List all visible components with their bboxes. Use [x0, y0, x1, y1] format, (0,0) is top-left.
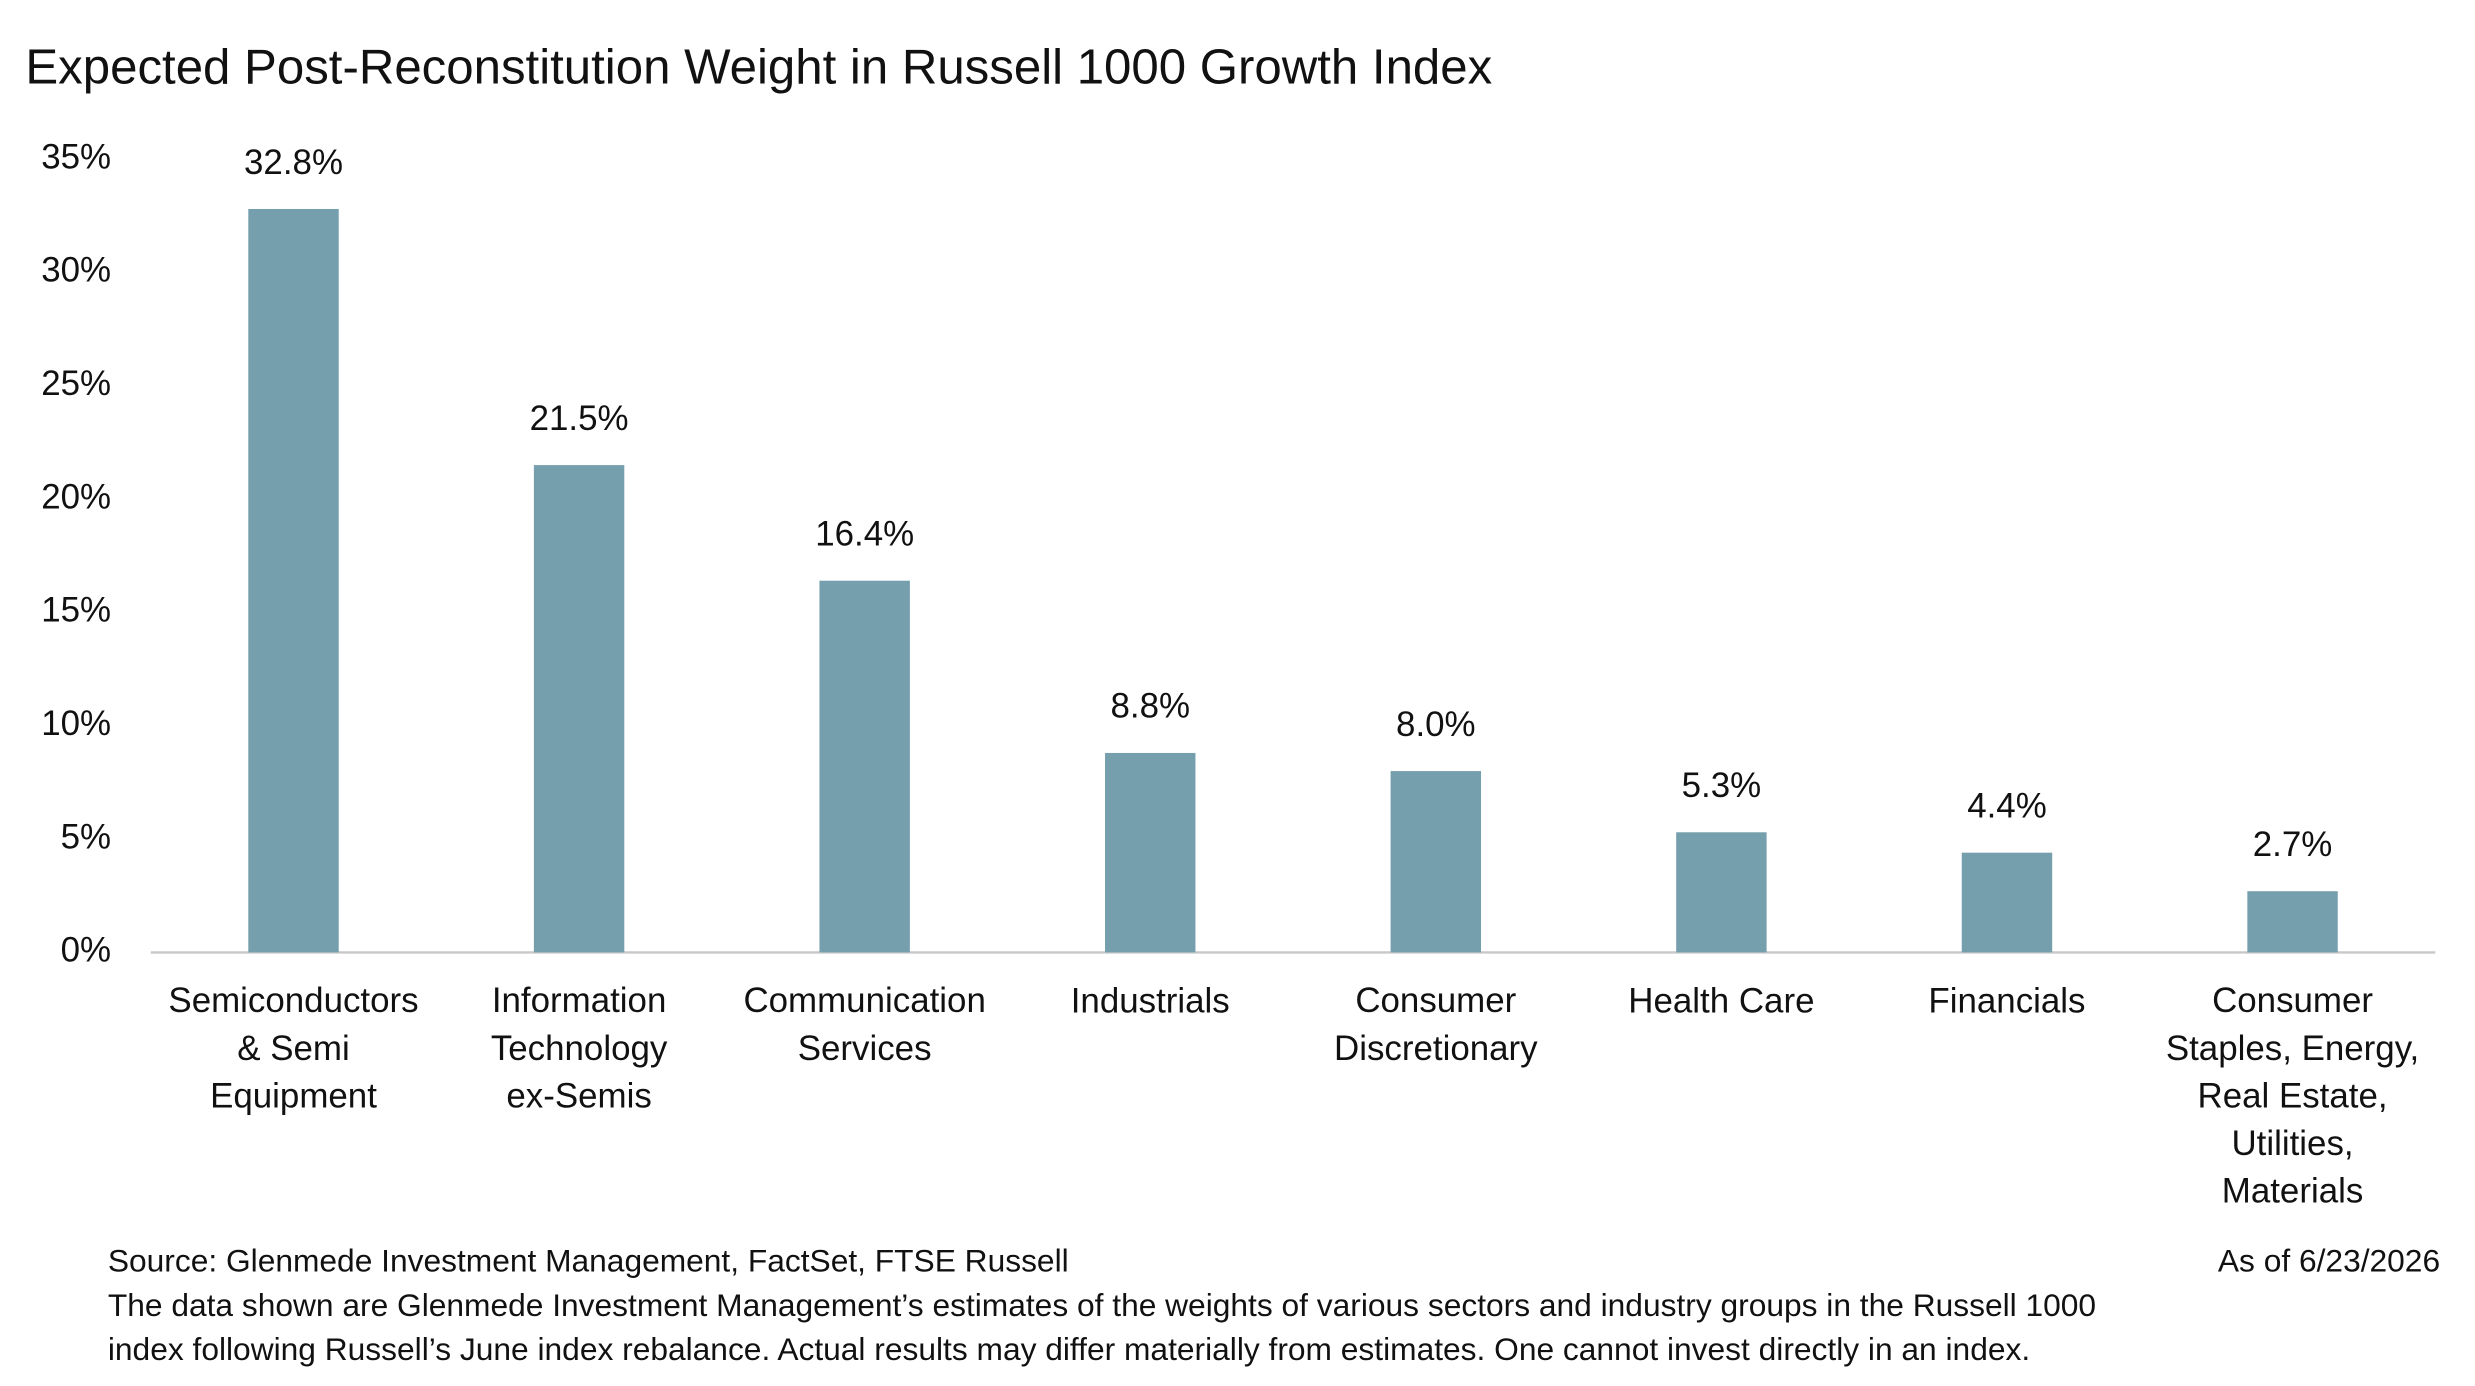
data-label: 2.7%	[2253, 825, 2333, 864]
y-tick-label: 15%	[41, 591, 111, 630]
data-label: 16.4%	[815, 514, 914, 553]
bar	[248, 208, 339, 953]
data-label: 5.3%	[1682, 766, 1762, 805]
y-tick-label: 20%	[41, 477, 111, 516]
data-label: 32.8%	[244, 143, 343, 182]
disclaimer: The data shown are Glenmede Investment M…	[108, 1287, 2096, 1367]
data-label: 8.0%	[1396, 705, 1476, 744]
source-note: Source: Glenmede Investment Management, …	[108, 1243, 1069, 1279]
bar	[533, 465, 625, 953]
y-tick-label: 10%	[41, 704, 111, 743]
bar	[1105, 752, 1196, 953]
chart-title: Expected Post-Reconstitution Weight in R…	[25, 39, 1492, 94]
data-label: 4.4%	[1967, 786, 2047, 825]
bar	[2247, 891, 2338, 953]
bar	[1961, 852, 2053, 953]
x-tick-label: Financials	[1928, 981, 2085, 1020]
data-label: 8.8%	[1110, 687, 1190, 726]
x-tick-label: Industrials	[1071, 981, 1230, 1020]
as-of-date: As of 6/23/2026	[2218, 1243, 2440, 1279]
x-tick-label: Health Care	[1628, 981, 1814, 1020]
y-tick-label: 35%	[41, 137, 111, 176]
x-tick-label: Consumer Discretionary	[1334, 981, 1538, 1068]
y-tick-label: 0%	[61, 931, 111, 970]
x-tick-label: Information Technology ex-Semis	[491, 981, 668, 1115]
x-tick-label: Communication Services	[743, 981, 985, 1068]
data-label: 21.5%	[530, 399, 629, 438]
x-tick-label: Semiconductors & Semi Equipment	[168, 981, 418, 1115]
x-tick-label: Consumer Staples, Energy, Real Estate, Util…	[2166, 981, 2419, 1210]
bar	[1390, 771, 1482, 953]
bar	[1676, 832, 1767, 953]
y-tick-label: 30%	[41, 251, 111, 290]
y-tick-label: 25%	[41, 364, 111, 403]
bar	[819, 580, 910, 953]
y-tick-label: 5%	[61, 817, 111, 856]
